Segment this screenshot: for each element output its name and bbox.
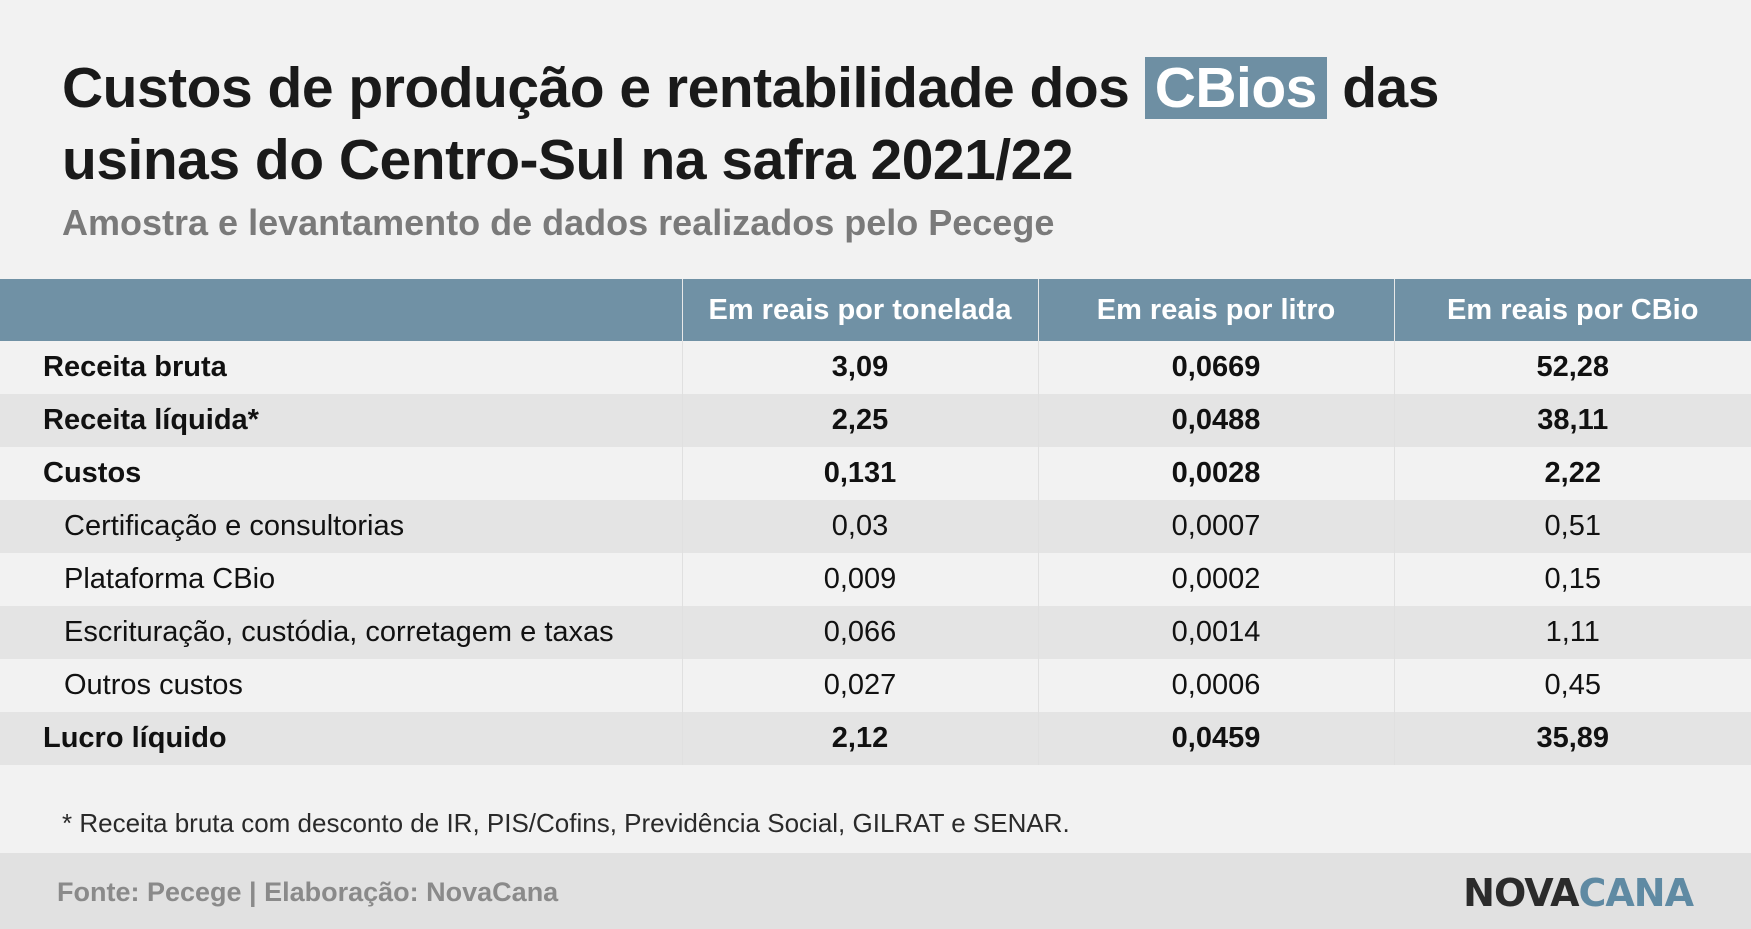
- column-header-litro: Em reais por litro: [1037, 279, 1394, 341]
- cell-value: 1,11: [1393, 606, 1751, 659]
- data-table: Em reais por tonelada Em reais por litro…: [0, 279, 1751, 765]
- cell-value: 0,066: [681, 606, 1038, 659]
- cell-value: 52,28: [1393, 341, 1751, 394]
- cell-value: 0,0006: [1037, 659, 1394, 712]
- cell-value: 0,0459: [1037, 712, 1394, 765]
- column-header-tonelada: Em reais por tonelada: [681, 279, 1038, 341]
- column-header-label: [0, 279, 682, 341]
- cell-value: 0,15: [1393, 553, 1751, 606]
- cell-value: 0,0669: [1037, 341, 1394, 394]
- logo-part-nova: NOVA: [1463, 871, 1579, 915]
- table-row: Certificação e consultorias 0,03 0,0007 …: [0, 500, 1751, 553]
- title-line1-end: das: [1342, 56, 1439, 120]
- cell-value: 0,0007: [1037, 500, 1394, 553]
- novacana-logo: NOVACANA: [1463, 871, 1694, 915]
- logo-part-cana: CANA: [1578, 871, 1694, 915]
- row-label: Receita líquida*: [0, 394, 682, 447]
- cell-value: 35,89: [1393, 712, 1751, 765]
- page-title: Custos de produção e rentabilidade dos C…: [62, 52, 1702, 196]
- column-header-cbio: Em reais por CBio: [1393, 279, 1751, 341]
- table-row: Plataforma CBio 0,009 0,0002 0,15: [0, 553, 1751, 606]
- table-row: Receita líquida* 2,25 0,0488 38,11: [0, 394, 1751, 447]
- row-label: Custos: [0, 447, 682, 500]
- row-label: Receita bruta: [0, 341, 682, 394]
- title-line1-start: Custos de produção e rentabilidade dos: [62, 56, 1130, 120]
- table-row: Escrituração, custódia, corretagem e tax…: [0, 606, 1751, 659]
- header: Custos de produção e rentabilidade dos C…: [62, 52, 1702, 244]
- table-row: Receita bruta 3,09 0,0669 52,28: [0, 341, 1751, 394]
- table-row: Outros custos 0,027 0,0006 0,45: [0, 659, 1751, 712]
- title-line2: usinas do Centro-Sul na safra 2021/22: [62, 128, 1074, 192]
- row-label: Escrituração, custódia, corretagem e tax…: [0, 606, 682, 659]
- row-label: Certificação e consultorias: [0, 500, 682, 553]
- cell-value: 0,0014: [1037, 606, 1394, 659]
- cell-value: 0,0488: [1037, 394, 1394, 447]
- cell-value: 0,03: [681, 500, 1038, 553]
- table-row: Custos 0,131 0,0028 2,22: [0, 447, 1751, 500]
- subtitle: Amostra e levantamento de dados realizad…: [62, 202, 1055, 243]
- table-header-row: Em reais por tonelada Em reais por litro…: [0, 279, 1751, 341]
- cell-value: 0,0028: [1037, 447, 1394, 500]
- cell-value: 3,09: [681, 341, 1038, 394]
- cell-value: 2,25: [681, 394, 1038, 447]
- cell-value: 0,009: [681, 553, 1038, 606]
- title-highlight: CBios: [1144, 57, 1327, 119]
- source-credit: Fonte: Pecege | Elaboração: NovaCana: [57, 877, 559, 907]
- cell-value: 0,027: [681, 659, 1038, 712]
- footnote: * Receita bruta com desconto de IR, PIS/…: [62, 808, 1070, 838]
- cell-value: 0,45: [1393, 659, 1751, 712]
- cell-value: 0,0002: [1037, 553, 1394, 606]
- cell-value: 0,51: [1393, 500, 1751, 553]
- table-row: Lucro líquido 2,12 0,0459 35,89: [0, 712, 1751, 765]
- footer: Fonte: Pecege | Elaboração: NovaCana NOV…: [0, 853, 1751, 929]
- cell-value: 2,12: [681, 712, 1038, 765]
- row-label: Plataforma CBio: [0, 553, 682, 606]
- cell-value: 38,11: [1393, 394, 1751, 447]
- row-label: Outros custos: [0, 659, 682, 712]
- row-label: Lucro líquido: [0, 712, 682, 765]
- cell-value: 2,22: [1393, 447, 1751, 500]
- cell-value: 0,131: [681, 447, 1038, 500]
